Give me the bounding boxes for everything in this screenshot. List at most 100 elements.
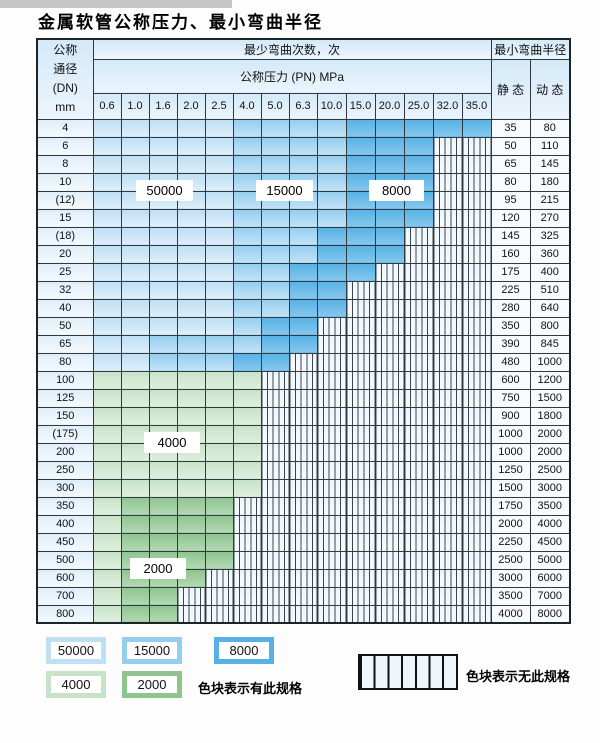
pressure-value-header: 1.6 bbox=[148, 92, 178, 120]
dn-label: (18) bbox=[36, 226, 94, 246]
spec-cell bbox=[120, 460, 150, 480]
spec-cell bbox=[176, 316, 206, 336]
spec-cell bbox=[148, 352, 178, 372]
spec-cell bbox=[120, 496, 150, 516]
dn-label: 15 bbox=[36, 208, 94, 228]
dn-label: (12) bbox=[36, 190, 94, 210]
spec-cell bbox=[148, 586, 178, 606]
spec-cell bbox=[204, 406, 234, 426]
spec-cell bbox=[232, 604, 262, 624]
dynamic-value: 1000 bbox=[529, 352, 571, 372]
spec-cell bbox=[432, 586, 463, 606]
spec-cell bbox=[461, 550, 492, 570]
spec-cell bbox=[316, 388, 347, 408]
spec-cell bbox=[92, 298, 122, 318]
spec-cell bbox=[316, 190, 347, 210]
table-row: 80 480 1000 bbox=[36, 352, 571, 372]
spec-cell bbox=[260, 406, 290, 426]
spec-cell bbox=[345, 118, 376, 138]
spec-cell bbox=[120, 244, 150, 264]
dynamic-value: 845 bbox=[529, 334, 571, 354]
legend-no-spec-text: 色块表示无此规格 bbox=[466, 669, 571, 684]
spec-cell bbox=[176, 136, 206, 156]
spec-cell bbox=[316, 442, 347, 462]
dn-label: (175) bbox=[36, 424, 94, 444]
spec-cell bbox=[345, 244, 376, 264]
dn-label: 800 bbox=[36, 604, 94, 624]
spec-cell bbox=[260, 118, 290, 138]
spec-cell bbox=[204, 298, 234, 318]
static-value: 65 bbox=[490, 154, 531, 174]
spec-cell bbox=[148, 334, 178, 354]
spec-cell bbox=[148, 460, 178, 480]
spec-cell bbox=[176, 388, 206, 408]
spec-cell bbox=[176, 298, 206, 318]
dynamic-value: 5000 bbox=[529, 550, 571, 570]
spec-cell bbox=[316, 262, 347, 282]
spec-cell bbox=[403, 352, 434, 372]
dn-label: 150 bbox=[36, 406, 94, 426]
spec-cell bbox=[316, 424, 347, 444]
spec-cell bbox=[288, 298, 318, 318]
spec-cell bbox=[461, 388, 492, 408]
spec-cell bbox=[92, 262, 122, 282]
spec-cell bbox=[92, 154, 122, 174]
spec-cell bbox=[345, 262, 376, 282]
table-row: 700 3500 7000 bbox=[36, 586, 571, 606]
dynamic-value: 1200 bbox=[529, 370, 571, 390]
spec-cell bbox=[432, 208, 463, 228]
spec-cell bbox=[92, 226, 122, 246]
dynamic-value: 2500 bbox=[529, 460, 571, 480]
static-value: 280 bbox=[490, 298, 531, 318]
spec-cell bbox=[432, 388, 463, 408]
pressure-value-header: 6.3 bbox=[288, 92, 318, 120]
spec-cell bbox=[288, 244, 318, 264]
table-row: 450 2250 4500 bbox=[36, 532, 571, 552]
spec-cell bbox=[461, 208, 492, 228]
spec-cell bbox=[176, 460, 206, 480]
spec-cell bbox=[345, 280, 376, 300]
spec-cell bbox=[432, 334, 463, 354]
spec-cell bbox=[461, 568, 492, 588]
dn-label: 20 bbox=[36, 244, 94, 264]
spec-cell bbox=[232, 532, 262, 552]
spec-cell bbox=[374, 586, 405, 606]
spec-cell bbox=[461, 226, 492, 246]
spec-cell bbox=[288, 568, 318, 588]
spec-cell bbox=[288, 514, 318, 534]
spec-cell bbox=[288, 532, 318, 552]
spec-cell bbox=[432, 190, 463, 210]
spec-cell bbox=[316, 280, 347, 300]
spec-cell bbox=[461, 496, 492, 516]
spec-cell bbox=[403, 406, 434, 426]
spec-cell bbox=[345, 514, 376, 534]
dynamic-value: 2000 bbox=[529, 424, 571, 444]
spec-cell bbox=[316, 136, 347, 156]
spec-cell bbox=[403, 550, 434, 570]
spec-cell bbox=[148, 136, 178, 156]
spec-cell bbox=[374, 118, 405, 138]
spec-cell bbox=[232, 586, 262, 606]
spec-cell bbox=[374, 298, 405, 318]
spec-cell bbox=[204, 514, 234, 534]
dynamic-value: 400 bbox=[529, 262, 571, 282]
spec-cell bbox=[204, 280, 234, 300]
spec-cell bbox=[260, 424, 290, 444]
static-value: 160 bbox=[490, 244, 531, 264]
spec-cell bbox=[92, 118, 122, 138]
spec-cell bbox=[120, 586, 150, 606]
spec-cell bbox=[374, 136, 405, 156]
spec-cell bbox=[461, 406, 492, 426]
spec-cell bbox=[461, 424, 492, 444]
spec-cell bbox=[374, 370, 405, 390]
spec-cell bbox=[204, 388, 234, 408]
dn-label: 4 bbox=[36, 118, 94, 138]
dynamic-value: 7000 bbox=[529, 586, 571, 606]
spec-cell bbox=[374, 568, 405, 588]
spec-cell bbox=[148, 244, 178, 264]
static-value: 390 bbox=[490, 334, 531, 354]
static-value: 1000 bbox=[490, 424, 531, 444]
pressure-header: 公称压力 (PN) MPa bbox=[92, 58, 492, 94]
spec-cell bbox=[204, 190, 234, 210]
spec-cell bbox=[345, 208, 376, 228]
